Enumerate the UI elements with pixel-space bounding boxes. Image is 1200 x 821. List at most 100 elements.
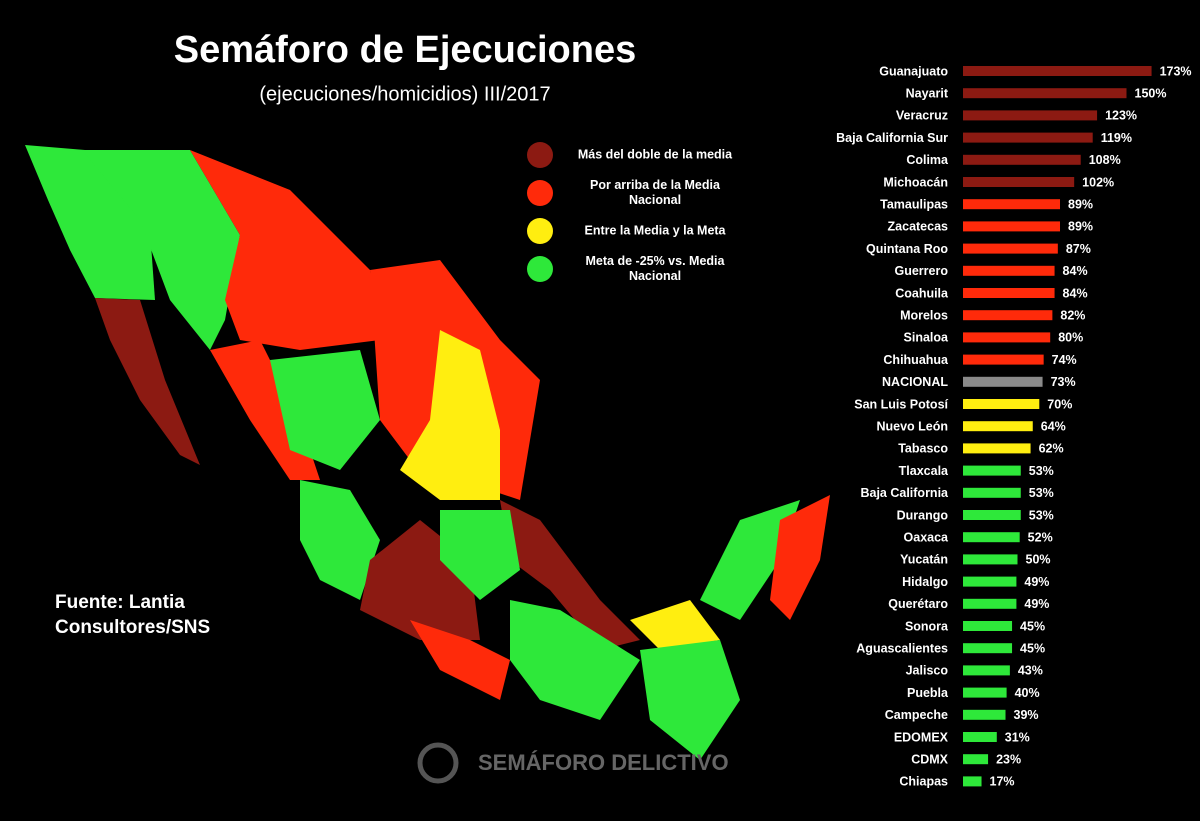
bar xyxy=(963,265,1055,276)
category-label: CDMX xyxy=(911,752,948,766)
map-region xyxy=(770,495,830,620)
value-label: 123% xyxy=(1105,109,1137,123)
bar xyxy=(963,221,1061,232)
bar xyxy=(963,399,1040,409)
map-region xyxy=(95,298,200,465)
legend-swatch xyxy=(527,180,553,206)
bar xyxy=(963,310,1053,321)
category-label: Sonora xyxy=(905,619,949,633)
legend-label: Por arriba de la Media xyxy=(590,178,721,192)
value-label: 53% xyxy=(1029,464,1054,478)
category-label: Baja California xyxy=(860,486,949,500)
bar xyxy=(963,487,1021,498)
legend-label: Meta de -25% vs. Media xyxy=(586,254,726,268)
source: Fuente: Lantia xyxy=(55,592,185,613)
category-label: Oaxaca xyxy=(904,530,950,544)
bar xyxy=(963,554,1018,565)
category-label: Veracruz xyxy=(896,109,948,123)
category-label: Puebla xyxy=(907,686,949,700)
category-label: Jalisco xyxy=(906,664,949,678)
category-label: Campeche xyxy=(885,708,948,722)
value-label: 62% xyxy=(1039,442,1064,456)
bar xyxy=(963,621,1013,631)
bar xyxy=(963,687,1007,698)
category-label: Morelos xyxy=(900,308,948,322)
chart-title: Semáforo de Ejecuciones xyxy=(174,29,637,71)
bar xyxy=(963,643,1013,654)
category-label: Aguascalientes xyxy=(856,641,948,655)
legend-label: Nacional xyxy=(629,269,681,283)
category-label: EDOMEX xyxy=(894,730,949,744)
value-label: 89% xyxy=(1068,220,1093,234)
category-label: Sinaloa xyxy=(904,331,950,345)
map-region xyxy=(190,150,380,350)
value-label: 64% xyxy=(1041,419,1066,433)
bar xyxy=(963,709,1006,720)
map-region xyxy=(630,600,720,650)
category-label: Zacatecas xyxy=(888,220,949,234)
map-region xyxy=(82,150,240,350)
bar xyxy=(963,776,982,787)
map-region xyxy=(700,500,800,620)
category-label: Coahuila xyxy=(895,286,949,300)
value-label: 43% xyxy=(1018,664,1043,678)
bar xyxy=(963,754,989,765)
bar xyxy=(963,66,1152,76)
map-region xyxy=(500,500,640,650)
logo-icon xyxy=(417,742,459,784)
bar xyxy=(963,88,1127,99)
value-label: 45% xyxy=(1020,641,1045,655)
bar xyxy=(963,354,1044,365)
value-label: 87% xyxy=(1066,242,1091,256)
bar xyxy=(963,154,1081,165)
bar xyxy=(963,199,1061,210)
value-label: 49% xyxy=(1024,597,1049,611)
category-label: Tlaxcala xyxy=(899,464,949,478)
legend-swatch xyxy=(527,218,553,244)
bar xyxy=(963,665,1010,676)
value-label: 74% xyxy=(1052,353,1077,367)
category-label: Guanajuato xyxy=(879,64,948,78)
value-label: 108% xyxy=(1089,153,1121,167)
category-label: Baja California Sur xyxy=(836,131,948,145)
source: Consultores/SNS xyxy=(55,617,210,638)
legend-label: Nacional xyxy=(629,193,681,207)
value-label: 102% xyxy=(1082,175,1114,189)
value-label: 73% xyxy=(1051,375,1076,389)
value-label: 31% xyxy=(1005,730,1030,744)
category-label: Guerrero xyxy=(895,264,949,278)
bar-chart: Guanajuato 173% Nayarit 150% Veracruz 123% Baj… xyxy=(836,64,1191,788)
legend-swatch xyxy=(527,256,553,282)
value-label: 49% xyxy=(1024,575,1049,589)
bar xyxy=(963,132,1093,143)
bar xyxy=(963,177,1075,187)
category-label: NACIONAL xyxy=(882,375,948,389)
category-label: Michoacán xyxy=(883,175,948,189)
bar xyxy=(963,288,1055,298)
map-region xyxy=(300,480,380,600)
map-region xyxy=(640,640,740,760)
value-label: 173% xyxy=(1160,64,1192,78)
bar xyxy=(963,443,1031,454)
value-label: 23% xyxy=(996,752,1021,766)
map xyxy=(25,145,830,760)
value-label: 119% xyxy=(1101,131,1132,145)
category-label: Chihuahua xyxy=(883,353,949,367)
category-label: Tabasco xyxy=(898,442,948,456)
map-region xyxy=(440,510,520,600)
value-label: 50% xyxy=(1026,553,1051,567)
category-label: Tamaulipas xyxy=(880,197,948,211)
map-region xyxy=(410,620,510,700)
value-label: 39% xyxy=(1014,708,1039,722)
legend-swatch xyxy=(527,142,553,168)
value-label: 53% xyxy=(1029,508,1054,522)
bar xyxy=(963,532,1020,543)
value-label: 45% xyxy=(1020,619,1045,633)
bar xyxy=(963,376,1043,387)
value-label: 17% xyxy=(990,775,1015,789)
category-label: San Luis Potosí xyxy=(854,397,948,411)
legend: Más del doble de la media Por arriba de l… xyxy=(527,142,733,283)
logo: SEMÁFORO DELICTIVO xyxy=(478,750,729,775)
category-label: Nuevo León xyxy=(876,419,948,433)
